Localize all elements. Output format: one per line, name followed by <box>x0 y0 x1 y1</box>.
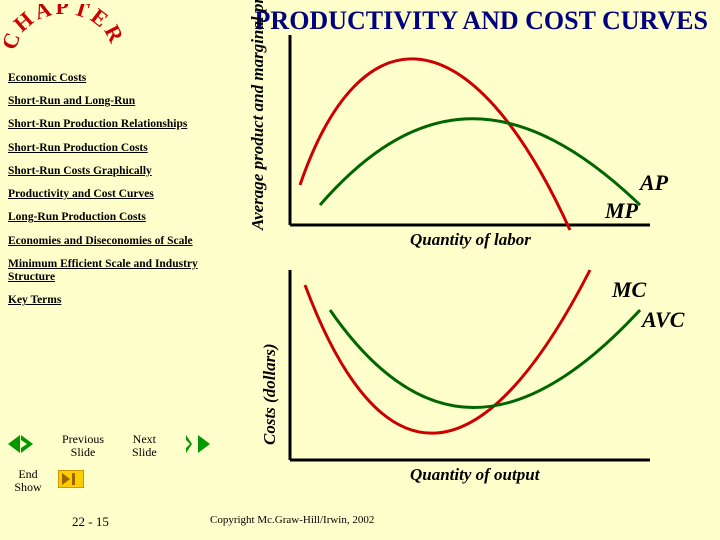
bot-ylabel: Costs (dollars) <box>260 343 280 445</box>
chart-area: Average product and marginal product AP … <box>220 30 705 500</box>
sidebar-item-sr-prod-rel[interactable]: Short-Run Production Relationships <box>8 118 198 131</box>
sidebar-item-economies-scale[interactable]: Economies and Diseconomies of Scale <box>8 235 198 248</box>
chart-productivity: Average product and marginal product AP … <box>220 30 680 255</box>
prev-slide-label: Previous Slide <box>62 433 104 459</box>
sidebar-item-key-terms[interactable]: Key Terms <box>8 294 198 307</box>
curve-mp <box>300 59 570 230</box>
label-mp: MP <box>605 198 638 224</box>
sidebar-item-prod-cost-curves[interactable]: Productivity and Cost Curves <box>8 188 198 201</box>
sidebar-item-sr-prod-costs[interactable]: Short-Run Production Costs <box>8 142 198 155</box>
curve-mc <box>305 270 590 433</box>
slide-number: 22 - 15 <box>72 514 109 530</box>
bot-chart-svg <box>220 265 680 490</box>
chart-costs: Costs (dollars) MC AVC Quantity of outpu… <box>220 265 680 490</box>
top-xlabel: Quantity of labor <box>410 230 531 250</box>
label-mc: MC <box>612 277 646 303</box>
curve-avc <box>330 310 640 408</box>
chapter-badge: CHAPTER <box>4 4 124 64</box>
curve-ap <box>320 119 640 205</box>
label-ap: AP <box>640 170 668 196</box>
top-ylabel: Average product and marginal product <box>248 0 268 230</box>
next-slide-label: Next Slide <box>132 433 157 459</box>
sidebar-item-lr-prod-costs[interactable]: Long-Run Production Costs <box>8 211 198 224</box>
bot-xlabel: Quantity of output <box>410 465 539 485</box>
sidebar: Economic Costs Short-Run and Long-Run Sh… <box>8 72 198 317</box>
label-avc: AVC <box>642 307 684 333</box>
chapter-text: CHAPTER <box>4 4 124 53</box>
next-slide-button[interactable] <box>185 435 211 457</box>
copyright: Copyright Mc.Graw-Hill/Irwin, 2002 <box>210 514 374 526</box>
nav-controls: Previous Slide Next Slide End Show <box>8 433 198 494</box>
end-show-label: End Show <box>8 468 48 494</box>
sidebar-item-short-long-run[interactable]: Short-Run and Long-Run <box>8 95 198 108</box>
sidebar-item-min-eff-scale[interactable]: Minimum Efficient Scale and Industry Str… <box>8 258 198 284</box>
svg-text:CHAPTER: CHAPTER <box>4 4 124 53</box>
sidebar-item-sr-costs-graph[interactable]: Short-Run Costs Graphically <box>8 165 198 178</box>
sidebar-item-economic-costs[interactable]: Economic Costs <box>8 72 198 85</box>
end-show-button[interactable] <box>58 470 84 492</box>
prev-slide-button[interactable] <box>8 435 34 457</box>
